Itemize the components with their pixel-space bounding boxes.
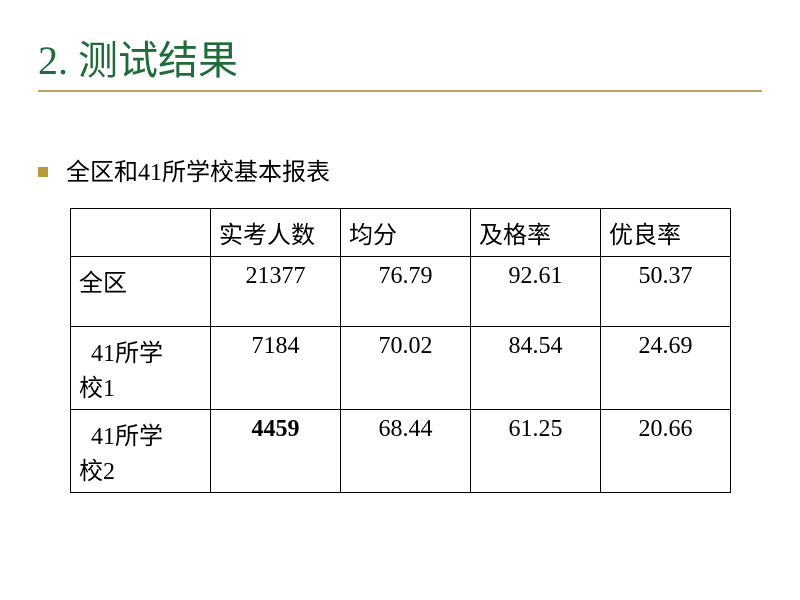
cell: 68.44 bbox=[341, 410, 471, 493]
table-row: 41所学校1 7184 70.02 84.54 24.69 bbox=[71, 327, 731, 410]
bullet-text: 全区和41所学校基本报表 bbox=[66, 152, 330, 187]
table-row: 全区 21377 76.79 92.61 50.37 bbox=[71, 257, 731, 327]
results-table: 实考人数 均分 及格率 优良率 全区 21377 76.79 92.61 50.… bbox=[70, 208, 731, 493]
col-header: 优良率 bbox=[601, 209, 731, 257]
table-row: 41所学校2 4459 68.44 61.25 20.66 bbox=[71, 410, 731, 493]
cell: 20.66 bbox=[601, 410, 731, 493]
cell: 84.54 bbox=[471, 327, 601, 410]
cell: 21377 bbox=[211, 257, 341, 327]
col-header bbox=[71, 209, 211, 257]
cell: 61.25 bbox=[471, 410, 601, 493]
cell: 24.69 bbox=[601, 327, 731, 410]
cell: 50.37 bbox=[601, 257, 731, 327]
row-label: 41所学校2 bbox=[71, 410, 211, 493]
row-label: 全区 bbox=[71, 257, 211, 327]
cell: 70.02 bbox=[341, 327, 471, 410]
cell: 4459 bbox=[211, 410, 341, 493]
bullet-item: 全区和41所学校基本报表 bbox=[38, 152, 330, 187]
cell: 76.79 bbox=[341, 257, 471, 327]
row-label: 41所学校1 bbox=[71, 327, 211, 410]
table-header-row: 实考人数 均分 及格率 优良率 bbox=[71, 209, 731, 257]
title-underline bbox=[38, 90, 762, 92]
cell: 92.61 bbox=[471, 257, 601, 327]
slide-title: 2. 测试结果 bbox=[38, 28, 238, 86]
bullet-square-icon bbox=[38, 167, 48, 177]
col-header: 及格率 bbox=[471, 209, 601, 257]
cell: 7184 bbox=[211, 327, 341, 410]
col-header: 实考人数 bbox=[211, 209, 341, 257]
col-header: 均分 bbox=[341, 209, 471, 257]
